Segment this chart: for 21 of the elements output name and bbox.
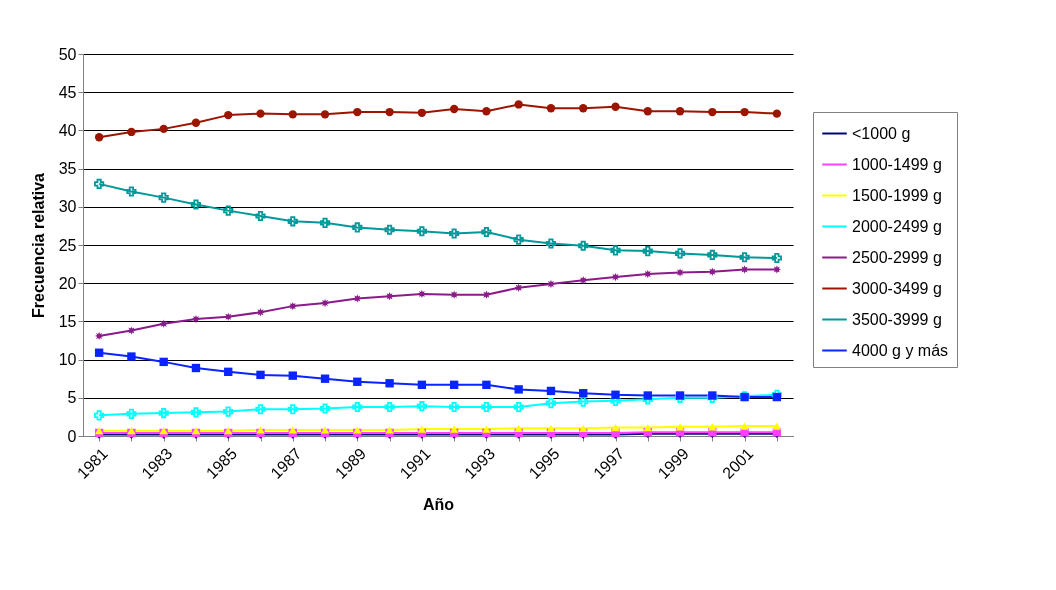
- legend-label: 1000-1499 g: [852, 155, 942, 173]
- legend-label: 3000-3499 g: [852, 279, 942, 297]
- y-tick-label: 25: [58, 236, 77, 254]
- y-tick-label: 45: [58, 83, 77, 101]
- y-tick-label: 20: [58, 274, 77, 292]
- legend-label: 4000 g y más: [852, 341, 949, 359]
- legend-label: 2500-2999 g: [852, 248, 942, 266]
- legend-label: 2000-2499 g: [852, 217, 942, 235]
- y-tick-label: 0: [67, 427, 77, 445]
- x-axis-title: Año: [422, 495, 455, 513]
- legend-label: 3500-3999 g: [852, 310, 942, 328]
- y-tick-label: 10: [58, 351, 77, 369]
- legend-label: <1000 g: [852, 124, 911, 142]
- y-tick-label: 50: [58, 45, 77, 63]
- y-tick-label: 15: [58, 312, 77, 330]
- y-tick-label: 5: [67, 389, 77, 407]
- y-tick-label: 30: [58, 198, 77, 216]
- y-tick-label: 35: [58, 160, 77, 178]
- legend-label: 1500-1999 g: [852, 186, 942, 204]
- y-axis-title: Frecuencia relativa: [29, 172, 47, 318]
- y-tick-label: 40: [58, 121, 77, 139]
